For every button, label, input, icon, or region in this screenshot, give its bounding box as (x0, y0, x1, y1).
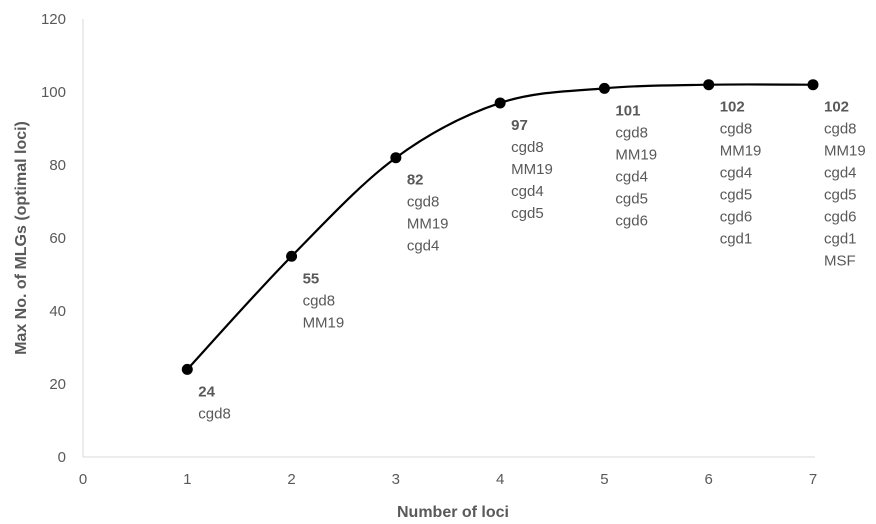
x-tick-label: 2 (287, 471, 295, 488)
data-label-value: 82 (407, 172, 424, 189)
data-label-locus: MM19 (407, 216, 449, 233)
y-tick-label: 80 (49, 157, 66, 174)
data-point (390, 152, 402, 164)
x-tick-label: 4 (496, 471, 504, 488)
data-label-value: 102 (824, 99, 849, 116)
data-label: 24 cgd8 (198, 383, 231, 422)
data-label-locus: cgd8 (511, 139, 544, 156)
data-label-locus: cgd6 (824, 209, 857, 226)
x-tick-label: 6 (705, 471, 713, 488)
data-label: 102 cgd8 MM19 cgd4 cgd5 cgd6 cgd1 MSF (824, 99, 866, 270)
x-tick-label: 3 (392, 471, 400, 488)
data-label-locus: cgd8 (824, 121, 857, 138)
data-label-locus: MM19 (720, 143, 762, 160)
y-tick-label: 60 (49, 230, 66, 247)
data-point (807, 79, 819, 91)
x-tick-labels: 0 1 2 3 4 5 6 7 (79, 471, 817, 488)
data-label-locus: cgd8 (615, 124, 648, 141)
data-label-value: 101 (615, 102, 640, 119)
data-label-locus: MSF (824, 253, 856, 270)
data-label: 102 cgd8 MM19 cgd4 cgd5 cgd6 cgd1 (720, 99, 762, 248)
data-label-locus: cgd4 (511, 183, 544, 200)
data-label-locus: cgd6 (720, 209, 753, 226)
x-axis-title: Number of loci (397, 504, 509, 521)
data-label-locus: cgd5 (824, 187, 857, 204)
y-axis-title: Max No. of MLGs (optimal loci) (13, 121, 30, 355)
data-label-locus: MM19 (824, 143, 866, 160)
y-tick-labels: 0 20 40 60 80 100 120 (41, 11, 66, 466)
data-point (494, 97, 506, 109)
data-label-locus: cgd1 (824, 231, 857, 248)
data-label-locus: cgd8 (720, 121, 753, 138)
y-tick-label: 0 (58, 449, 66, 466)
data-label-value: 102 (720, 99, 745, 116)
y-tick-label: 40 (49, 303, 66, 320)
data-label-locus: cgd8 (407, 194, 440, 211)
data-label-locus: cgd5 (511, 205, 544, 222)
x-tick-label: 7 (809, 471, 817, 488)
data-point (286, 250, 298, 262)
data-label-locus: cgd6 (615, 212, 648, 229)
data-label-locus: cgd4 (720, 165, 753, 182)
y-tick-label: 100 (41, 84, 66, 101)
data-label-value: 24 (198, 383, 215, 400)
x-tick-label: 1 (183, 471, 191, 488)
data-label: 101 cgd8 MM19 cgd4 cgd5 cgd6 (615, 102, 657, 229)
data-label-value: 55 (303, 270, 320, 287)
data-label-locus: cgd5 (615, 190, 648, 207)
data-label-locus: cgd8 (303, 292, 336, 309)
data-label-locus: MM19 (615, 146, 657, 163)
data-label-locus: cgd1 (720, 231, 753, 248)
data-point (598, 82, 610, 94)
data-label-locus: MM19 (511, 161, 553, 178)
data-label: 82 cgd8 MM19 cgd4 (407, 172, 449, 255)
x-tick-label: 0 (79, 471, 87, 488)
data-label: 97 cgd8 MM19 cgd4 cgd5 (511, 117, 553, 222)
data-point (181, 363, 193, 375)
data-label-locus: cgd4 (407, 238, 440, 255)
data-label-locus: cgd8 (198, 405, 231, 422)
data-label-value: 97 (511, 117, 528, 134)
data-label-locus: cgd4 (824, 165, 857, 182)
data-points (181, 79, 819, 375)
x-tick-label: 5 (600, 471, 608, 488)
data-point (703, 79, 715, 91)
data-label: 55 cgd8 MM19 (303, 270, 345, 331)
data-label-locus: cgd5 (720, 187, 753, 204)
data-label-locus: cgd4 (615, 168, 648, 185)
data-labels: 24 cgd8 55 cgd8 MM19 82 cgd8 MM19 cgd4 97 cgd8 MM19… (198, 99, 865, 423)
y-tick-label: 120 (41, 11, 66, 28)
y-tick-label: 20 (49, 376, 66, 393)
data-label-locus: MM19 (303, 314, 345, 331)
